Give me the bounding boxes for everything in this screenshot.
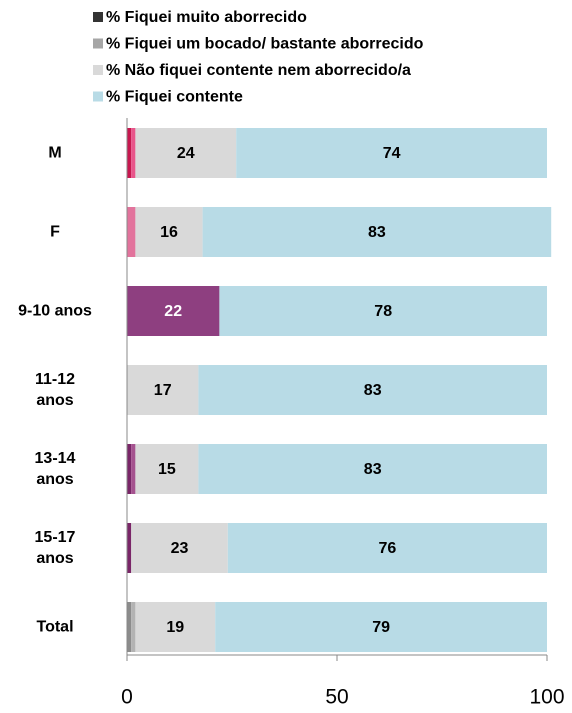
- data-label: 22: [164, 303, 182, 320]
- bar-segment: [127, 128, 132, 178]
- bar-segment: [198, 444, 547, 494]
- bar-segment: [135, 444, 199, 494]
- x-tick-label: 100: [529, 686, 564, 709]
- data-label: 76: [379, 540, 397, 557]
- y-tick-label: 11-12 anos: [34, 371, 76, 409]
- data-label: 79: [372, 619, 390, 636]
- bar-segment: [127, 523, 132, 573]
- data-label: 83: [364, 461, 382, 478]
- bar-segment: [202, 207, 552, 257]
- data-label: 16: [160, 224, 178, 241]
- bar-segment: [127, 444, 132, 494]
- data-label: 19: [166, 619, 184, 636]
- data-label: 78: [374, 303, 392, 320]
- bar-segment: [131, 602, 136, 652]
- bar-segment: [135, 128, 237, 178]
- data-label: 24: [177, 145, 195, 162]
- bar-segment: [135, 602, 216, 652]
- y-tick-label: M: [48, 144, 62, 162]
- y-tick-label: F: [50, 223, 60, 241]
- bar-segment: [219, 286, 547, 336]
- bar-segment: [131, 444, 136, 494]
- bar-segment: [127, 286, 220, 336]
- legend-label: % Fiquei um bocado/ bastante aborrecido: [106, 36, 424, 53]
- y-tick-label: 15-17 anos: [34, 529, 76, 567]
- legend-label: % Não fiquei contente nem aborrecido/a: [106, 62, 411, 79]
- bar-segment: [131, 523, 228, 573]
- legend-swatch: [93, 12, 103, 22]
- legend-label: % Fiquei contente: [106, 89, 243, 106]
- bar-segment: [135, 207, 203, 257]
- bar-segment: [127, 365, 199, 415]
- legend-swatch: [93, 65, 103, 75]
- x-tick-label: 0: [121, 686, 133, 709]
- bar-segment: [127, 602, 132, 652]
- y-tick-label: Total: [36, 618, 74, 636]
- data-label: 83: [368, 224, 386, 241]
- bar-segment: [127, 207, 136, 257]
- bar-segment: [227, 523, 548, 573]
- bar-segment: [236, 128, 547, 178]
- legend-label: % Fiquei muito aborrecido: [106, 9, 307, 26]
- bar-segment: [215, 602, 547, 652]
- data-label: 74: [383, 145, 401, 162]
- data-label: 23: [171, 540, 189, 557]
- legend-swatch: [93, 38, 103, 49]
- bar-segment: [198, 365, 547, 415]
- data-label: 15: [158, 461, 176, 478]
- x-tick-label: 50: [325, 686, 348, 709]
- data-label: 83: [364, 382, 382, 399]
- bar-segment: [131, 128, 136, 178]
- data-label: 17: [154, 382, 172, 399]
- y-tick-label: 13-14 anos: [34, 450, 76, 488]
- y-tick-label: 9-10 anos: [18, 302, 92, 320]
- legend-swatch: [93, 91, 103, 102]
